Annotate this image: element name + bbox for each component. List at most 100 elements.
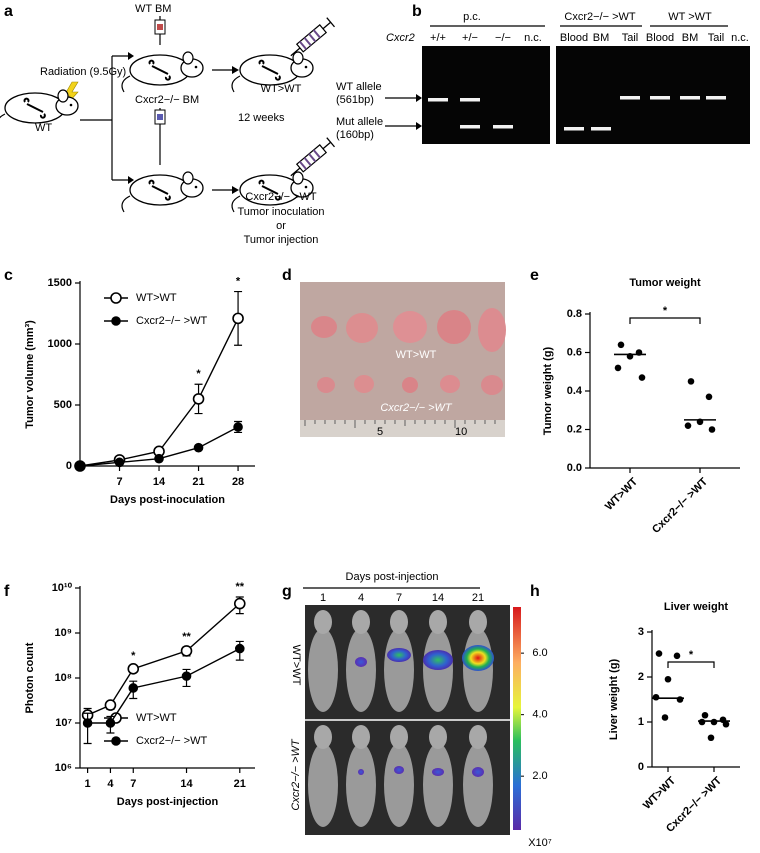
panel-label: c xyxy=(4,267,13,284)
dot xyxy=(664,675,672,683)
colorbar-label: 4.0 xyxy=(532,709,547,721)
mouse-icon xyxy=(121,171,204,213)
day-label: 21 xyxy=(472,592,484,604)
mouse-body xyxy=(384,628,414,712)
significance-label: * xyxy=(663,305,668,317)
signal xyxy=(462,645,494,671)
arrow xyxy=(212,69,232,191)
tumor xyxy=(393,311,427,343)
mouse-body xyxy=(463,743,493,827)
y-tick-label: 1500 xyxy=(48,277,72,289)
mouse-head xyxy=(429,610,447,634)
signal xyxy=(394,766,404,774)
tumor xyxy=(317,377,335,393)
x-tick-label: 1 xyxy=(85,778,91,790)
panel-label: b xyxy=(412,3,422,20)
x-tick-label: 28 xyxy=(232,476,244,488)
radiation-label: Radiation (9.5Gy) xyxy=(40,66,126,78)
dot xyxy=(698,718,706,726)
y-tick-label: 3 xyxy=(638,626,644,638)
tumor xyxy=(437,310,471,344)
y-tick-label: 0.4 xyxy=(567,385,583,397)
y-tick-label: 2 xyxy=(638,671,644,683)
signal xyxy=(432,768,444,776)
marker xyxy=(105,718,116,728)
gel-band xyxy=(460,98,480,102)
tumor xyxy=(346,313,378,343)
tumor xyxy=(478,308,506,352)
series-line xyxy=(87,603,241,716)
panel-label: f xyxy=(4,583,10,600)
y-tick-label: 1000 xyxy=(48,338,72,350)
mouse-body xyxy=(346,743,376,827)
x-tick-label: WT>WT xyxy=(603,476,640,513)
day-label: 14 xyxy=(432,592,444,604)
mouse-body xyxy=(308,628,338,712)
gel-band xyxy=(620,96,640,100)
wt-bm-label: WT BM xyxy=(135,3,171,15)
marker xyxy=(114,457,125,468)
y-tick-label: 0.6 xyxy=(567,346,582,358)
photo-background xyxy=(300,282,505,437)
lane-label: +/+ xyxy=(430,32,446,44)
mouse-head xyxy=(390,610,408,634)
dot xyxy=(722,720,730,728)
mouse-icon xyxy=(121,51,204,93)
marker xyxy=(154,453,164,464)
scheme: Radiation (9.5Gy) WT WT BM Cxcr2−/− BM 1… xyxy=(0,3,336,246)
tumor xyxy=(402,377,418,393)
lane-label: Blood xyxy=(646,32,674,44)
y-axis-label: Tumor weight (g) xyxy=(542,346,554,435)
tumor xyxy=(440,375,460,393)
dot xyxy=(638,374,646,381)
mouse-head xyxy=(390,725,408,749)
gel-image xyxy=(556,46,750,144)
mouse-head xyxy=(429,725,447,749)
chart-title: Liver weight xyxy=(664,601,729,613)
y-tick-label: 0.0 xyxy=(567,462,582,474)
duration-label: 12 weeks xyxy=(238,112,285,124)
dot xyxy=(708,426,716,433)
signal xyxy=(358,769,364,775)
group-label: Cxcr2−/− >WT xyxy=(564,11,635,23)
y-tick-label: 0.2 xyxy=(567,423,582,435)
mouse-body xyxy=(346,628,376,712)
gel-band xyxy=(591,127,611,131)
tube-content xyxy=(157,114,163,120)
marker xyxy=(233,422,243,432)
allele-size: (561bp) xyxy=(336,94,374,106)
significance-label: * xyxy=(236,275,241,287)
colorbar-unit: X10⁷ xyxy=(528,837,552,849)
dot xyxy=(661,714,669,721)
day-label: 7 xyxy=(396,592,402,604)
x-tick-label: 21 xyxy=(234,778,246,790)
y-tick-label: 500 xyxy=(54,399,72,411)
day-label: 1 xyxy=(320,592,326,604)
colorbar-label: 2.0 xyxy=(532,770,547,782)
panel-label: a xyxy=(4,3,13,20)
y-axis-label: Tumor volume (mm³) xyxy=(24,320,36,429)
y-tick-label: 0 xyxy=(66,460,72,472)
lane-label: n.c. xyxy=(731,32,749,44)
gel-image xyxy=(422,46,550,144)
signal xyxy=(472,767,484,777)
colorbar-label: 6.0 xyxy=(532,647,547,659)
mouse-head xyxy=(469,725,487,749)
x-axis-label: Days post-injection xyxy=(117,796,219,808)
chart-title: Tumor weight xyxy=(629,277,701,289)
legend-marker xyxy=(110,292,122,304)
y-tick-label: 10⁶ xyxy=(55,762,72,774)
dot xyxy=(614,364,622,372)
x-tick-label: 14 xyxy=(153,476,166,488)
group-label: WT>WT xyxy=(261,83,302,95)
dot xyxy=(687,378,695,385)
lane-label: BM xyxy=(593,32,610,44)
imaging-panel: Days post-injection WT>WT Cxcr2−/− >WT X… xyxy=(290,571,552,849)
arrow-head xyxy=(416,94,422,130)
gel-band xyxy=(460,125,480,129)
arrow-head xyxy=(232,66,239,194)
significance-label: ** xyxy=(236,581,245,593)
ruler-label: 10 xyxy=(455,426,467,438)
panel-label: g xyxy=(282,583,292,600)
